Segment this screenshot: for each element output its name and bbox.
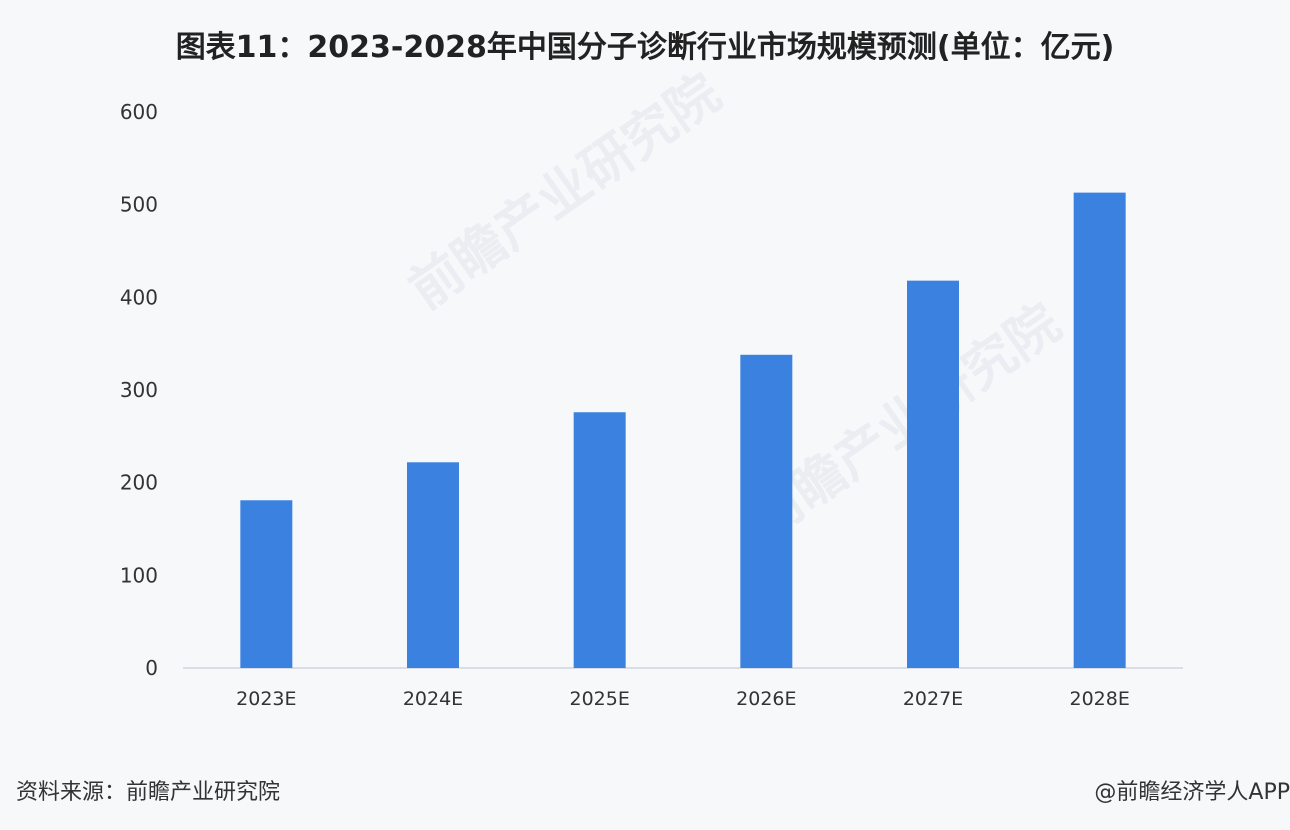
x-tick-label: 2023E (236, 688, 296, 710)
bar-2025E (573, 412, 626, 668)
y-tick-label: 400 (120, 285, 158, 309)
x-tick-label: 2028E (1069, 688, 1129, 710)
bar-2023E (240, 500, 293, 668)
bar-2026E (740, 354, 793, 668)
y-tick-label: 200 (120, 471, 158, 495)
bar-2027E (907, 280, 959, 668)
bar-2028E (1073, 192, 1126, 668)
x-tick-label: 2024E (403, 688, 463, 710)
y-tick-label: 300 (120, 378, 158, 402)
y-tick-label: 600 (120, 100, 158, 124)
y-tick-label: 500 (120, 193, 158, 217)
x-tick-label: 2025E (569, 688, 629, 710)
source-note: 资料来源：前瞻产业研究院 (16, 780, 281, 805)
y-tick-label: 100 (120, 563, 158, 587)
x-tick-label: 2026E (736, 688, 796, 710)
x-tick-label: 2027E (903, 688, 963, 710)
y-tick-label: 0 (145, 656, 158, 680)
chart-title: 图表11：2023-2028年中国分子诊断行业市场规模预测(单位：亿元) (175, 30, 1115, 65)
credit-note: @前瞻经济学人APP (1094, 780, 1290, 805)
bar-2024E (407, 462, 459, 668)
